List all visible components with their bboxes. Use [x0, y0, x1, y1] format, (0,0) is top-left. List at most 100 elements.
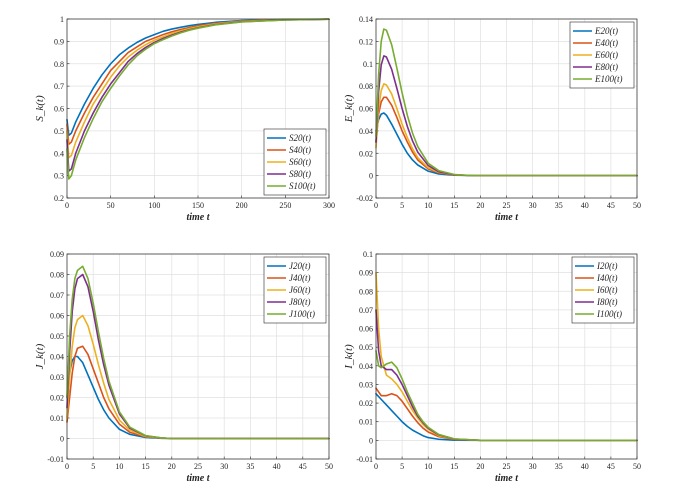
series-line-j100t: [66, 265, 330, 440]
x-tick-label: 0: [65, 201, 69, 210]
panel-i-chart: 0 5 10 15 20 25 30 35 40 45 50-0.0100.010.020.030.…: [343, 250, 641, 484]
y-axis-label: J_k(t): [34, 343, 46, 369]
x-tick-label: 35: [246, 462, 254, 471]
legend-entry: E40(t): [594, 38, 618, 48]
y-tick-label: 0.03: [50, 373, 64, 382]
panel-j-chart: 0 5 10 15 20 25 30 35 40 45 50-0.0100.010.020.030.…: [34, 250, 333, 484]
legend: S20(t) S40(t) S60(t) S80(t) S100(t): [263, 128, 327, 196]
y-tick-label: 0.07: [50, 291, 64, 300]
y-tick-label: 0.2: [54, 194, 64, 203]
y-tick-label: 1: [60, 15, 64, 24]
x-tick-label: 25: [503, 201, 511, 210]
x-tick-label: 50: [633, 462, 641, 471]
y-tick-label: 0.02: [50, 394, 64, 403]
legend-entry: J100(t): [289, 309, 315, 319]
legend: E20(t) E40(t) E60(t) E80(t) E100(t): [569, 21, 635, 89]
x-tick-label: 30: [529, 201, 537, 210]
legend-entry: I40(t): [596, 273, 618, 283]
y-tick-label: 0.7: [54, 82, 64, 91]
y-tick-label: 0.6: [54, 105, 64, 114]
x-tick-label: 40: [581, 201, 589, 210]
x-tick-label: 300: [323, 201, 335, 210]
x-tick-label: 5: [91, 462, 95, 471]
legend: J20(t) J40(t) J60(t) J80(t) J100(t): [263, 256, 327, 324]
x-tick-label: 200: [236, 201, 248, 210]
y-tick-label: 0.01: [50, 414, 64, 423]
x-tick-label: 5: [400, 462, 404, 471]
y-tick-label: 0: [60, 435, 64, 444]
legend-entry: E60(t): [594, 50, 618, 60]
y-tick-label: 0.02: [359, 399, 373, 408]
y-tick-label: 0.08: [359, 82, 373, 91]
y-tick-label: 0.04: [50, 353, 64, 362]
x-tick-label: 35: [555, 462, 563, 471]
y-tick-label: 0.05: [359, 343, 373, 352]
y-tick-label: 0: [369, 172, 373, 181]
x-tick-label: 10: [424, 462, 432, 471]
y-tick-label: -0.02: [356, 194, 373, 203]
y-tick-label: 0.04: [359, 362, 373, 371]
legend-entry: I80(t): [596, 297, 618, 307]
x-tick-label: 40: [273, 462, 281, 471]
x-tick-label: 45: [299, 462, 307, 471]
legend-entry: S100(t): [289, 181, 316, 191]
x-tick-label: 35: [555, 201, 563, 210]
x-tick-label: 25: [194, 462, 202, 471]
y-tick-label: 0.06: [50, 312, 64, 321]
x-tick-label: 50: [325, 462, 333, 471]
y-tick-label: 0.07: [359, 306, 373, 315]
x-tick-label: 150: [192, 201, 204, 210]
x-tick-label: 10: [424, 201, 432, 210]
x-tick-label: 250: [279, 201, 291, 210]
x-tick-label: 15: [142, 462, 150, 471]
y-tick-label: 0.1: [363, 60, 373, 69]
x-tick-label: 5: [400, 201, 404, 210]
series-line-s40t: [66, 18, 330, 146]
series-line-s20t: [66, 18, 330, 137]
legend-entry: S20(t): [289, 133, 311, 143]
y-tick-label: 0.05: [50, 332, 64, 341]
y-tick-label: -0.01: [356, 455, 373, 464]
legend-entry: S80(t): [289, 169, 311, 179]
y-tick-label: 0.02: [359, 149, 373, 158]
y-tick-label: 0.03: [359, 380, 373, 389]
x-tick-label: 40: [581, 462, 589, 471]
y-tick-label: 0.1: [363, 250, 373, 259]
x-tick-label: 10: [115, 462, 123, 471]
y-tick-label: 0.9: [54, 37, 64, 46]
x-axis-label: time t: [186, 212, 210, 223]
panel-s-chart: 0 50 100 150 200 250 300 0.2 0.3 0.4 0.5 0.6 0.7 0.8 0…: [34, 15, 335, 223]
y-tick-label: 0.08: [359, 287, 373, 296]
y-tick-label: 0.01: [359, 418, 373, 427]
y-tick-label: 0.09: [359, 269, 373, 278]
legend-entry: E80(t): [594, 62, 618, 72]
axes-box: [375, 18, 638, 199]
y-tick-label: 0.06: [359, 105, 373, 114]
y-axis-label: S_k(t): [34, 95, 46, 122]
series-line-s100t: [66, 18, 330, 180]
legend-entry: S60(t): [289, 157, 311, 167]
legend-entry: I100(t): [596, 309, 622, 319]
series-line-e100t: [375, 28, 638, 177]
x-tick-label: 30: [529, 462, 537, 471]
x-tick-label: 0: [65, 462, 69, 471]
panel-e-chart: 0 5 10 15 20 25 30 35 40 45 50-0.0200.020.040.060.…: [343, 15, 641, 223]
y-tick-label: 0.06: [359, 325, 373, 334]
y-tick-label: 0.4: [54, 149, 64, 158]
x-tick-label: 15: [450, 462, 458, 471]
x-tick-label: 50: [633, 201, 641, 210]
y-axis-label: I_k(t): [343, 344, 355, 370]
x-tick-label: 45: [607, 201, 615, 210]
y-tick-label: 0.5: [54, 127, 64, 136]
x-tick-label: 25: [503, 462, 511, 471]
x-tick-label: 0: [374, 462, 378, 471]
y-tick-label: 0.8: [54, 60, 64, 69]
x-tick-label: 100: [148, 201, 160, 210]
x-tick-label: 45: [607, 462, 615, 471]
legend-entry: E20(t): [594, 26, 618, 36]
y-tick-label: 0.09: [50, 250, 64, 259]
x-axis-label: time t: [495, 212, 519, 223]
y-tick-label: 0.04: [359, 127, 373, 136]
